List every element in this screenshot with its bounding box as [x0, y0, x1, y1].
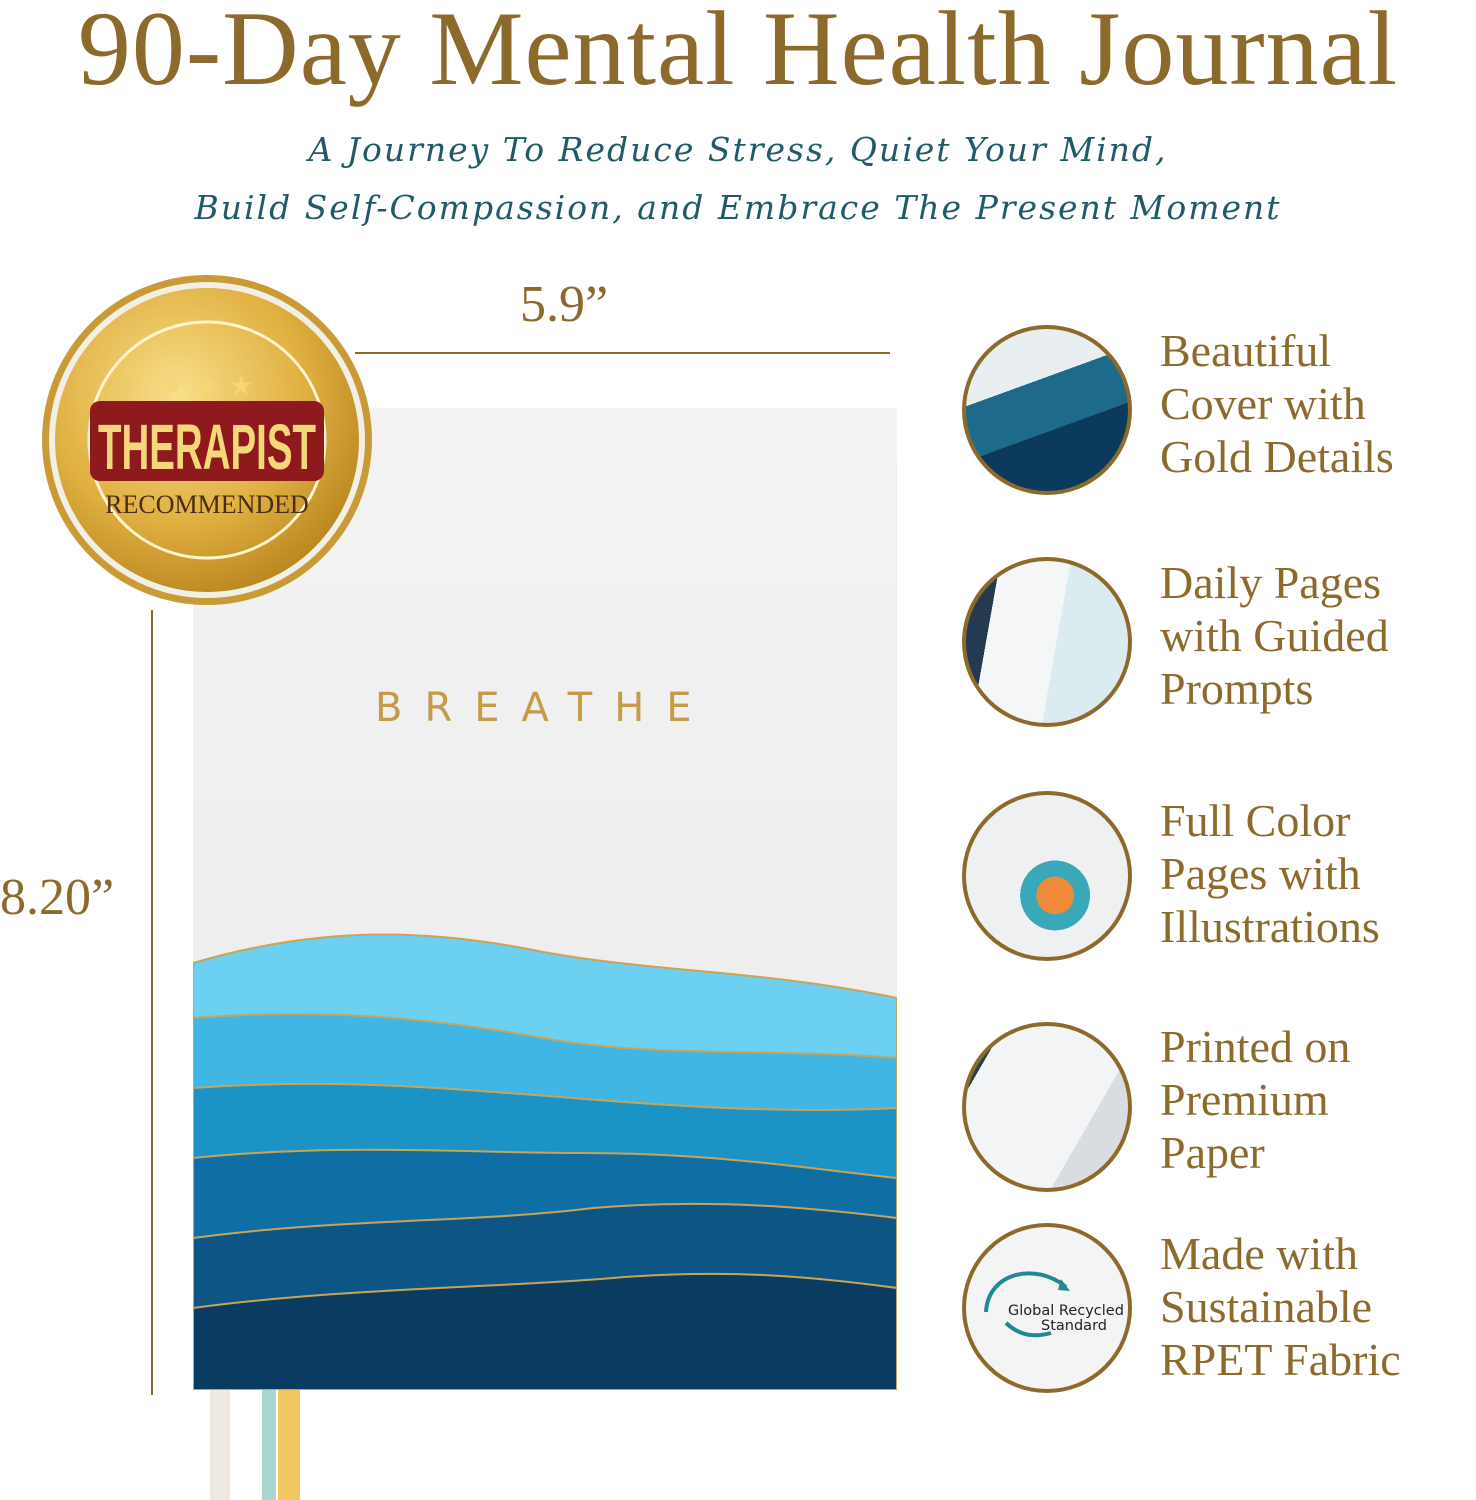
feature-line: Gold Details: [1160, 431, 1394, 482]
feature-line: Cover with: [1160, 378, 1366, 429]
feature-text-recycled: Made with Sustainable RPET Fabric: [1160, 1227, 1470, 1386]
ribbon-cream: [210, 1390, 230, 1500]
ribbon-mint: [262, 1390, 276, 1500]
ribbon-yellow: [278, 1390, 300, 1500]
svg-text:★ ★ ★: ★ ★ ★: [160, 369, 253, 402]
feature-line: Made with: [1160, 1228, 1359, 1279]
width-dimension: 5.9”: [520, 276, 609, 333]
badge-sub-text: RECOMMENDED: [105, 490, 309, 519]
feature-line: Beautiful: [1160, 325, 1332, 376]
feature-image-paper: [962, 1022, 1132, 1192]
feature-image-cover: [962, 325, 1132, 495]
feature-image-color-pages: [962, 791, 1132, 961]
journal-cover: [192, 408, 898, 1391]
feature-text-cover: Beautiful Cover with Gold Details: [1160, 324, 1470, 483]
feature-line: Full Color: [1160, 795, 1351, 846]
height-dimension: 8.20”: [0, 869, 115, 926]
feature-line: Daily Pages: [1160, 557, 1382, 608]
page-title: 90-Day Mental Health Journal: [77, 0, 1399, 107]
feature-text-daily-pages: Daily Pages with Guided Prompts: [1160, 556, 1470, 715]
badge-main-text: THERAPIST: [98, 411, 316, 483]
therapist-recommended-badge: ★ ★ ★ THERAPIST RECOMMENDED: [40, 273, 374, 607]
feature-line: Paper: [1160, 1127, 1265, 1178]
feature-image-recycled: Global Recycled Standard: [962, 1223, 1132, 1393]
recycle-arrow-icon: [984, 1271, 1068, 1313]
feature-image-daily-pages: [962, 557, 1132, 727]
feature-line: Pages with: [1160, 848, 1361, 899]
feature-text-paper: Printed on Premium Paper: [1160, 1020, 1470, 1179]
feature-line: Printed on: [1160, 1021, 1351, 1072]
height-line: [151, 610, 153, 1395]
subtitle-line-1: A Journey To Reduce Stress, Quiet Your M…: [308, 130, 1168, 169]
feature-text-color-pages: Full Color Pages with Illustrations: [1160, 794, 1470, 953]
feature-line: Prompts: [1160, 663, 1314, 714]
feature-line: Sustainable: [1160, 1281, 1373, 1332]
cover-title: BREATHE: [375, 685, 714, 731]
width-line: [355, 352, 890, 354]
feature-line: Illustrations: [1160, 901, 1380, 952]
recycle-logo-line1: Global Recycled: [1008, 1303, 1124, 1319]
subtitle-line-2: Build Self-Compassion, and Embrace The P…: [194, 188, 1282, 227]
feature-line: with Guided: [1160, 610, 1389, 661]
feature-line: Premium: [1160, 1074, 1329, 1125]
feature-line: RPET Fabric: [1160, 1334, 1401, 1385]
recycle-logo-line2: Standard: [1041, 1318, 1107, 1334]
